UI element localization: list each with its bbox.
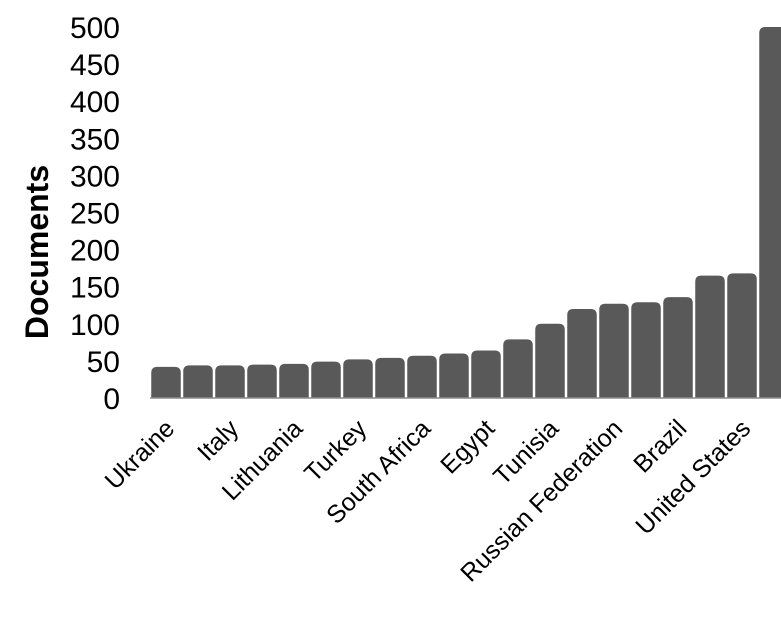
bar (663, 297, 693, 398)
x-tick-label: Italy (192, 414, 245, 467)
bar (183, 365, 213, 398)
x-tick-label: United States (630, 414, 756, 540)
bar (439, 353, 469, 398)
y-tick-label: 100 (70, 309, 120, 342)
y-axis-ticks: 0 50 100 150 200 250 300 350 400 450 500 (70, 12, 120, 416)
y-tick-label: 300 (70, 160, 120, 193)
bar (343, 359, 373, 398)
y-tick-label: 200 (70, 235, 120, 268)
y-tick-label: 350 (70, 123, 120, 156)
bar (695, 275, 725, 398)
bar (727, 273, 757, 398)
y-axis-title: Documents (19, 165, 55, 339)
bar (375, 357, 405, 398)
y-tick-label: 500 (70, 12, 120, 45)
bar (503, 339, 533, 398)
bar (567, 308, 597, 398)
y-tick-label: 150 (70, 272, 120, 305)
bar (311, 361, 341, 398)
bar (247, 364, 277, 398)
bar (279, 363, 309, 398)
y-tick-label: 400 (70, 86, 120, 119)
y-tick-label: 450 (70, 49, 120, 82)
bar (599, 303, 629, 398)
bar (535, 323, 565, 398)
x-tick-label: Ukraine (100, 414, 181, 495)
bar (407, 355, 437, 398)
bar (631, 302, 661, 398)
y-tick-label: 250 (70, 198, 120, 231)
bars (151, 27, 781, 398)
bar (471, 350, 501, 398)
bar (151, 366, 181, 398)
bar (215, 365, 245, 398)
y-tick-label: 50 (87, 346, 120, 379)
y-tick-label: 0 (103, 383, 120, 416)
bar (759, 27, 781, 398)
